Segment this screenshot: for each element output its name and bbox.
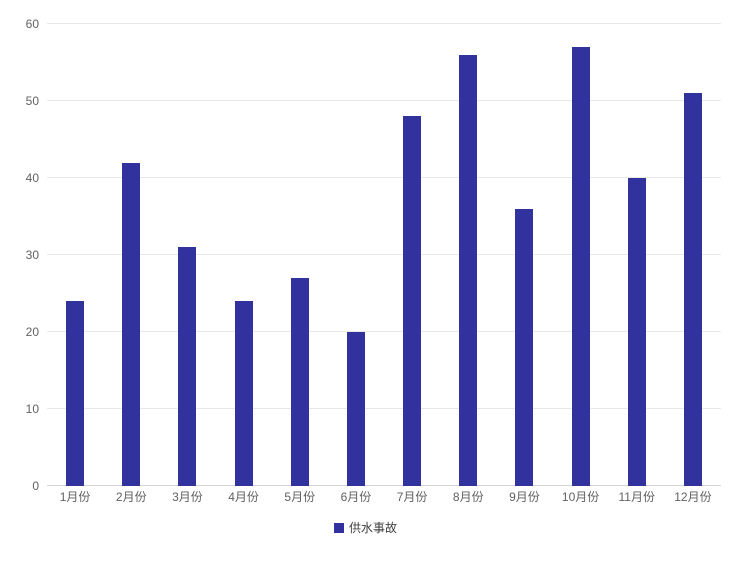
x-axis-tick-label: 12月份: [674, 490, 712, 504]
legend-label: 供水事故: [348, 521, 397, 535]
bar[interactable]: [571, 47, 590, 486]
x-axis-tick-label: 7月份: [396, 490, 428, 504]
bar[interactable]: [627, 178, 646, 486]
y-axis-tick-label: 10: [25, 402, 39, 416]
bar[interactable]: [66, 301, 85, 486]
x-axis-line: [47, 485, 721, 486]
bar[interactable]: [290, 278, 309, 486]
bar[interactable]: [403, 116, 422, 486]
bar[interactable]: [234, 301, 253, 486]
bar[interactable]: [122, 162, 141, 486]
y-axis-tick-label: 30: [25, 248, 39, 262]
x-axis-tick-label: 6月份: [340, 490, 372, 504]
gridline: [47, 23, 721, 24]
gridline: [47, 100, 721, 101]
gridline: [47, 254, 721, 255]
x-axis-tick-label: 1月份: [59, 490, 91, 504]
y-axis-tick-label: 60: [25, 17, 39, 31]
x-axis-tick-label: 4月份: [228, 490, 259, 504]
x-axis-tick-label: 8月份: [452, 490, 484, 504]
y-axis-tick-label: 50: [25, 94, 39, 108]
legend-swatch-icon: [333, 523, 344, 533]
plot-area: [47, 23, 721, 486]
x-axis-tick-label: 3月份: [172, 490, 203, 504]
x-axis-tick-label: 9月份: [509, 490, 540, 504]
y-axis-tick-label: 20: [25, 325, 39, 339]
bar[interactable]: [459, 54, 478, 486]
x-axis-tick-label: 2月份: [115, 490, 147, 504]
y-axis-tick-label: 0: [32, 479, 39, 493]
bar[interactable]: [683, 93, 702, 486]
y-axis-tick-label: 40: [25, 171, 39, 185]
x-axis-tick-label: 5月份: [284, 490, 316, 504]
x-axis-tick-label: 10月份: [561, 490, 600, 504]
legend-item[interactable]: 供水事故: [0, 521, 731, 535]
gridline: [47, 408, 721, 409]
gridline: [47, 331, 721, 332]
bar[interactable]: [515, 208, 534, 486]
bar[interactable]: [346, 332, 365, 486]
x-axis-tick-label: 11月份: [618, 490, 655, 504]
gridline: [47, 177, 721, 178]
bar[interactable]: [178, 247, 197, 486]
